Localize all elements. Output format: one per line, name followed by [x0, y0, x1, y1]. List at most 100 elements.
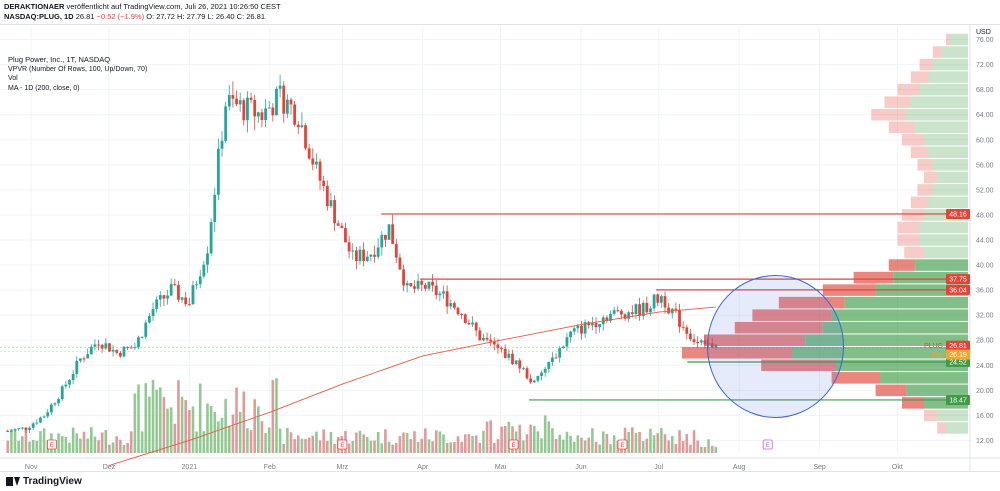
candle-body[interactable] — [394, 243, 398, 258]
candle-body[interactable] — [358, 249, 362, 262]
candle-body[interactable] — [351, 250, 355, 252]
candle-body[interactable] — [187, 304, 191, 306]
candle-body[interactable] — [322, 180, 326, 186]
legend-vpvr[interactable]: VPVR (Number Of Rows, 100, Up/Down, 70) — [8, 65, 148, 73]
candle-body[interactable] — [195, 284, 198, 286]
candle-body[interactable] — [242, 100, 246, 121]
legend-volume[interactable]: Vol — [8, 75, 18, 82]
candle-body[interactable] — [474, 322, 478, 331]
candle-body[interactable] — [492, 341, 496, 345]
candle-body[interactable] — [133, 347, 137, 349]
candle-body[interactable] — [405, 283, 409, 286]
candle-body[interactable] — [463, 314, 467, 324]
candle-body[interactable] — [184, 297, 188, 305]
earnings-marker[interactable] — [337, 439, 348, 450]
candle-body[interactable] — [354, 250, 358, 262]
candle-body[interactable] — [209, 222, 213, 254]
candle-body[interactable] — [590, 323, 594, 326]
candle-body[interactable] — [529, 378, 533, 383]
candle-body[interactable] — [558, 348, 562, 358]
candle-body[interactable] — [471, 322, 474, 325]
candle-body[interactable] — [685, 327, 689, 334]
candle-body[interactable] — [503, 348, 507, 358]
candle-body[interactable] — [376, 247, 380, 257]
candle-body[interactable] — [169, 284, 173, 296]
candle-body[interactable] — [86, 354, 90, 359]
candle-body[interactable] — [39, 417, 42, 423]
candle-body[interactable] — [304, 125, 307, 149]
candle-body[interactable] — [137, 337, 140, 348]
candle-body[interactable] — [256, 112, 260, 117]
candle-body[interactable] — [206, 253, 209, 265]
candle-body[interactable] — [64, 384, 68, 387]
candle-body[interactable] — [467, 323, 471, 325]
candle-body[interactable] — [663, 296, 667, 308]
candle-body[interactable] — [340, 225, 344, 229]
candle-body[interactable] — [60, 386, 64, 400]
candle-body[interactable] — [296, 124, 300, 128]
candle-body[interactable] — [173, 284, 177, 286]
candle-body[interactable] — [318, 161, 322, 181]
candle-body[interactable] — [427, 281, 431, 289]
candle-body[interactable] — [641, 302, 645, 316]
candle-body[interactable] — [511, 353, 514, 365]
candle-body[interactable] — [449, 303, 453, 307]
candle-body[interactable] — [583, 322, 587, 334]
candle-body[interactable] — [82, 358, 86, 360]
candle-body[interactable] — [329, 200, 333, 207]
candle-body[interactable] — [649, 308, 652, 313]
tradingview-logo[interactable]: TradingView — [6, 476, 82, 487]
legend-ma[interactable]: MA - 1D (200, close, 0) — [8, 84, 80, 92]
candle-body[interactable] — [42, 416, 46, 418]
candle-body[interactable] — [373, 254, 376, 257]
candle-body[interactable] — [627, 312, 631, 319]
candle-body[interactable] — [238, 100, 242, 105]
candle-body[interactable] — [20, 427, 24, 429]
candle-body[interactable] — [594, 323, 598, 328]
candle-body[interactable] — [667, 307, 671, 314]
candle-body[interactable] — [231, 95, 235, 99]
candle-body[interactable] — [365, 256, 369, 262]
candle-body[interactable] — [478, 330, 482, 341]
candle-body[interactable] — [111, 349, 115, 352]
candle-body[interactable] — [93, 344, 97, 347]
candle-body[interactable] — [53, 403, 57, 405]
candle-body[interactable] — [572, 328, 576, 332]
candle-body[interactable] — [140, 336, 144, 338]
candle-body[interactable] — [31, 423, 35, 428]
candle-body[interactable] — [129, 347, 133, 349]
candle-body[interactable] — [391, 224, 395, 244]
candle-body[interactable] — [28, 427, 31, 430]
candle-body[interactable] — [89, 346, 93, 355]
candle-body[interactable] — [612, 310, 616, 314]
candle-body[interactable] — [569, 331, 572, 338]
candle-body[interactable] — [699, 340, 703, 343]
candle-body[interactable] — [580, 325, 583, 334]
candle-body[interactable] — [489, 339, 493, 342]
candle-body[interactable] — [285, 99, 289, 114]
earnings-marker[interactable] — [617, 439, 628, 450]
candle-body[interactable] — [634, 304, 638, 315]
candle-body[interactable] — [307, 148, 311, 159]
candle-body[interactable] — [49, 404, 53, 413]
candle-body[interactable] — [532, 380, 536, 383]
candle-body[interactable] — [598, 324, 602, 328]
candle-body[interactable] — [158, 295, 162, 300]
candle-body[interactable] — [191, 285, 195, 305]
candle-body[interactable] — [68, 380, 71, 385]
candle-body[interactable] — [126, 346, 130, 348]
candle-body[interactable] — [678, 310, 681, 327]
candle-body[interactable] — [689, 333, 692, 340]
candle-body[interactable] — [220, 140, 224, 149]
candle-body[interactable] — [681, 326, 685, 328]
candle-body[interactable] — [122, 346, 126, 357]
candle-body[interactable] — [398, 257, 402, 270]
candle-body[interactable] — [104, 343, 108, 349]
candle-body[interactable] — [97, 344, 100, 346]
candle-body[interactable] — [144, 322, 148, 337]
candle-body[interactable] — [431, 281, 435, 286]
candle-body[interactable] — [387, 224, 391, 240]
candle-body[interactable] — [485, 337, 489, 340]
candle-body[interactable] — [311, 158, 315, 165]
candle-body[interactable] — [275, 88, 278, 116]
